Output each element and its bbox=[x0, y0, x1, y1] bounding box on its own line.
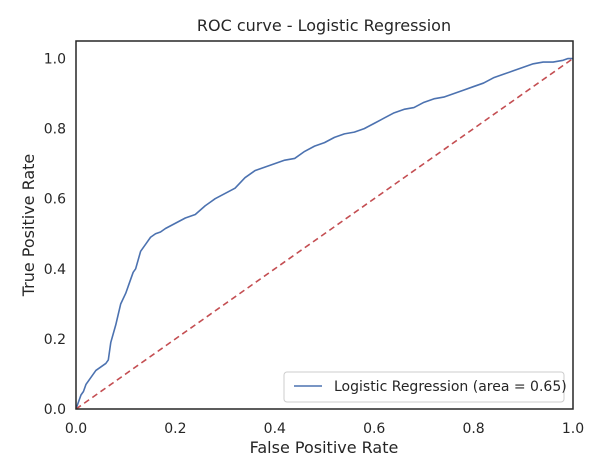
y-tick-label: 0.6 bbox=[44, 192, 66, 208]
legend: Logistic Regression (area = 0.65) bbox=[283, 371, 567, 403]
chance-diagonal-line bbox=[75, 57, 574, 410]
y-tick-label: 0.8 bbox=[44, 122, 66, 138]
legend-box bbox=[283, 371, 565, 403]
y-tick-label: 0.4 bbox=[44, 262, 66, 278]
legend-label: Logistic Regression (area = 0.65) bbox=[334, 379, 567, 395]
x-tick-label: 0.8 bbox=[462, 421, 484, 437]
y-axis-label: True Positive Rate bbox=[19, 154, 38, 298]
y-tick-label: 0.0 bbox=[44, 402, 66, 418]
x-tick-label: 0.4 bbox=[264, 421, 286, 437]
x-axis-label: False Positive Rate bbox=[250, 438, 399, 457]
x-tick-label: 1.0 bbox=[562, 421, 584, 437]
y-tick-label: 0.2 bbox=[44, 332, 66, 348]
chart-title: ROC curve - Logistic Regression bbox=[197, 16, 451, 35]
y-tick-labels: 0.0 0.2 0.4 0.6 0.8 1.0 bbox=[44, 52, 66, 418]
x-tick-label: 0.0 bbox=[65, 421, 87, 437]
x-tick-labels: 0.0 0.2 0.4 0.6 0.8 1.0 bbox=[65, 421, 584, 437]
series-layer bbox=[75, 57, 574, 410]
plot-area bbox=[76, 41, 573, 409]
x-tick-label: 0.6 bbox=[363, 421, 385, 437]
x-tick-label: 0.2 bbox=[164, 421, 186, 437]
roc-curve-line bbox=[75, 57, 573, 410]
plot-frame bbox=[75, 40, 574, 410]
y-tick-label: 1.0 bbox=[44, 52, 66, 68]
